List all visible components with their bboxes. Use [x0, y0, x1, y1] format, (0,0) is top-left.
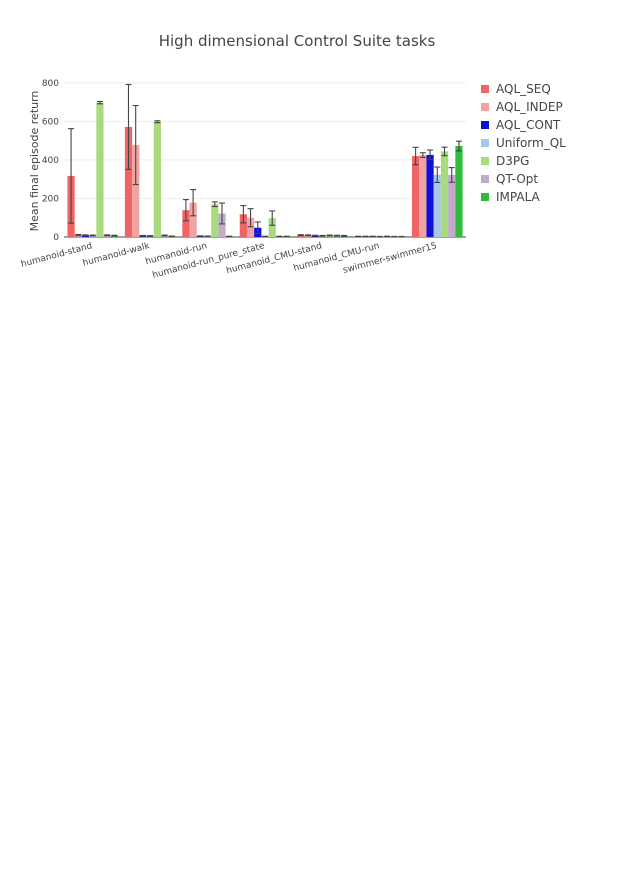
legend-swatch: [481, 175, 489, 183]
legend-label: AQL_SEQ: [496, 82, 551, 96]
legend-label: AQL_CONT: [496, 118, 561, 132]
error-bar-AQL_CONT-humanoid_CMU-stand: [312, 235, 318, 236]
error-bar-QT-Opt-humanoid-walk: [162, 235, 168, 236]
bar-AQL_INDEP-swimmer-swimmer15[interactable]: [419, 155, 426, 237]
legend-item-Uniform_QL[interactable]: Uniform_QL: [481, 136, 566, 150]
y-tick-label: 200: [42, 194, 59, 204]
y-tick-label: 400: [42, 156, 59, 166]
y-tick-label: 0: [53, 233, 59, 243]
y-tick-label: 800: [42, 79, 59, 89]
bar-D3PG-swimmer-swimmer15[interactable]: [441, 151, 448, 237]
bar-D3PG-humanoid-stand[interactable]: [96, 103, 103, 237]
legend-label: D3PG: [496, 154, 529, 168]
y-axis-label: Mean final episode return: [28, 91, 41, 232]
legend-item-AQL_CONT[interactable]: AQL_CONT: [481, 118, 561, 132]
bar-AQL_SEQ-swimmer-swimmer15[interactable]: [412, 156, 419, 237]
legend-swatch: [481, 139, 489, 147]
error-bar-AQL_CONT-humanoid-walk: [140, 235, 146, 236]
error-bar-D3PG-humanoid-stand: [97, 101, 103, 103]
legend-swatch: [481, 121, 489, 129]
legend[interactable]: AQL_SEQ AQL_INDEP AQL_CONT Uniform_QL D3PG QT…: [481, 82, 566, 204]
y-tick-label: 600: [42, 117, 59, 127]
error-bar-AQL_INDEP-humanoid_CMU-stand: [305, 235, 311, 236]
error-bar-QT-Opt-humanoid_CMU-stand: [334, 235, 340, 236]
legend-item-QT-Opt[interactable]: QT-Opt: [481, 172, 538, 186]
bar-Uniform_QL-swimmer-swimmer15[interactable]: [434, 175, 441, 237]
y-tick-labels: 0 200 400 600 800: [42, 79, 59, 243]
gridlines: [64, 83, 466, 237]
bar-D3PG-humanoid-walk[interactable]: [154, 122, 161, 237]
legend-item-AQL_INDEP[interactable]: AQL_INDEP: [481, 100, 563, 114]
chart-title: High dimensional Control Suite tasks: [159, 32, 436, 50]
x-tick-label: humanoid-stand: [20, 241, 94, 270]
legend-swatch: [481, 85, 489, 93]
error-bar-IMPALA-humanoid_CMU-stand: [341, 235, 347, 236]
error-bar-AQL_CONT-humanoid-stand: [82, 235, 88, 236]
legend-label: QT-Opt: [496, 172, 538, 186]
error-bar-QT-Opt-humanoid-stand: [104, 235, 110, 236]
error-bar-Uniform_QL-humanoid-stand: [90, 235, 96, 236]
legend-label: IMPALA: [496, 190, 541, 204]
error-bar-AQL_SEQ-humanoid_CMU-stand: [298, 235, 304, 236]
legend-item-IMPALA[interactable]: IMPALA: [481, 190, 541, 204]
legend-swatch: [481, 193, 489, 201]
legend-item-AQL_SEQ[interactable]: AQL_SEQ: [481, 82, 551, 96]
error-bar-D3PG-humanoid_CMU-stand: [327, 235, 333, 236]
bar-AQL_CONT-swimmer-swimmer15[interactable]: [426, 155, 433, 237]
x-tick-labels: humanoid-standhumanoid-walkhumanoid-runh…: [20, 241, 438, 281]
legend-swatch: [481, 157, 489, 165]
x-tick-label: humanoid-walk: [82, 241, 152, 269]
bar-QT-Opt-swimmer-swimmer15[interactable]: [448, 175, 455, 237]
bar-D3PG-humanoid-run[interactable]: [211, 204, 218, 237]
legend-item-D3PG[interactable]: D3PG: [481, 154, 529, 168]
legend-label: Uniform_QL: [496, 136, 566, 150]
legend-swatch: [481, 103, 489, 111]
bar-IMPALA-swimmer-swimmer15[interactable]: [455, 146, 462, 237]
error-bar-Uniform_QL-humanoid_CMU-stand: [319, 235, 325, 236]
error-bar-IMPALA-humanoid-stand: [111, 235, 117, 236]
legend-label: AQL_INDEP: [496, 100, 563, 114]
error-bar-Uniform_QL-humanoid-walk: [147, 236, 153, 237]
